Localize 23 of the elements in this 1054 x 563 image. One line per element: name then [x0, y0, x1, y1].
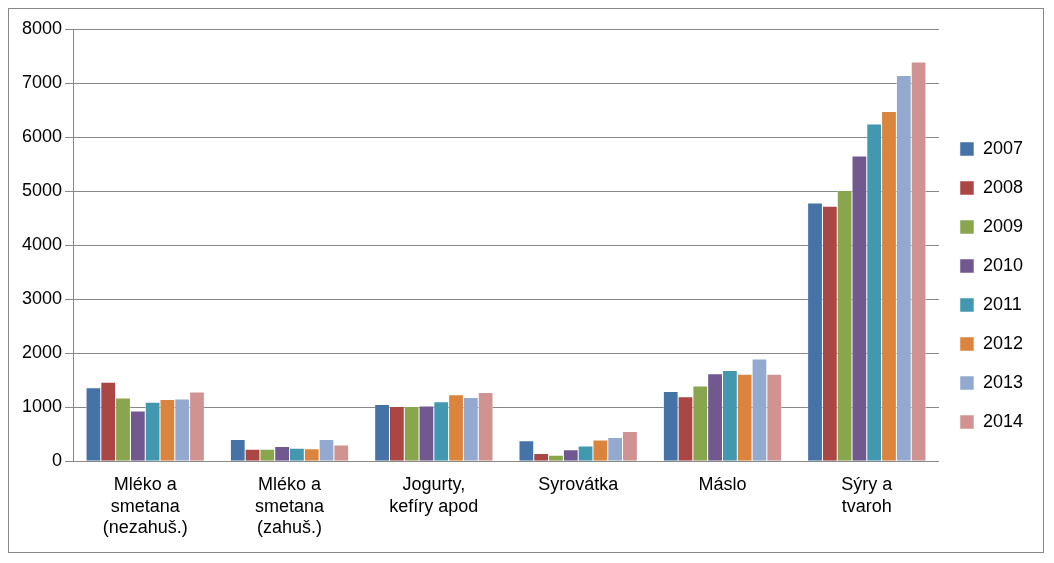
y-tick-label: 8000	[22, 17, 63, 38]
x-tick-label: Máslo	[698, 473, 747, 494]
y-tick-label: 4000	[22, 234, 63, 255]
legend-label: 2013	[982, 371, 1023, 392]
x-tick-label: Mléko a smetana (zahuš.)	[255, 473, 326, 538]
y-tick-label: 6000	[22, 126, 63, 147]
x-tick-label: Sýry a tvaroh	[841, 473, 894, 516]
x-tick-label: Jogurty, kefíry apod	[389, 473, 479, 516]
y-tick-label: 0	[52, 450, 63, 471]
y-tick-label: 1000	[22, 396, 63, 417]
legend-label: 2008	[982, 176, 1023, 197]
legend-label: 2012	[982, 332, 1023, 353]
y-tick-label: 3000	[22, 288, 63, 309]
legend-label: 2014	[982, 410, 1023, 431]
legend-label: 2010	[982, 254, 1023, 275]
x-tick-label: Mléko a smetana (nezahuš.)	[102, 473, 188, 538]
y-tick-label: 7000	[22, 71, 63, 92]
legend-label: 2009	[982, 215, 1023, 236]
legend-label: 2007	[982, 137, 1023, 158]
x-tick-label: Syrovátka	[538, 473, 620, 494]
y-tick-label: 2000	[22, 342, 63, 363]
y-tick-label: 5000	[22, 180, 63, 201]
legend-label: 2011	[982, 293, 1022, 314]
